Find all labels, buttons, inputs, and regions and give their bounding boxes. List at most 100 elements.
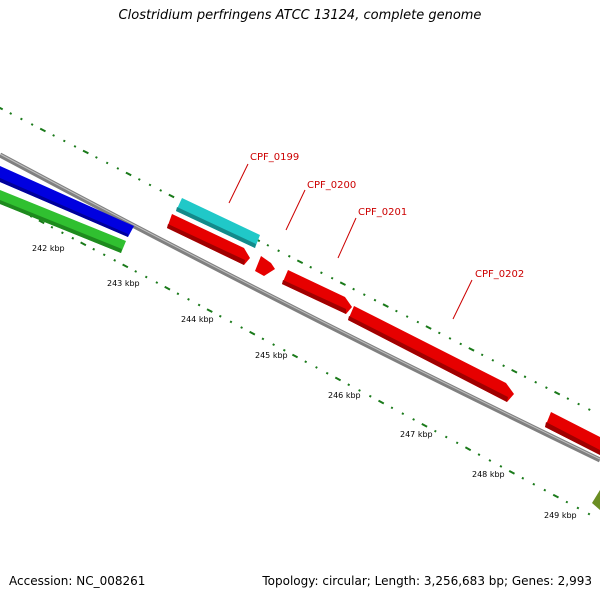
inner-ring-major-tick — [164, 285, 171, 291]
inner-ring-minor-tick — [134, 270, 138, 273]
tick-label-249: 249 kbp — [544, 511, 577, 520]
outer-ring-minor-tick — [362, 293, 366, 296]
outer-tick-ring — [0, 106, 591, 411]
leader-cpf-0202 — [452, 279, 473, 320]
inner-ring-minor-tick — [176, 292, 180, 296]
inner-ring-minor-tick — [229, 320, 233, 324]
outer-ring-major-tick — [0, 106, 4, 111]
green-track — [0, 190, 126, 253]
outer-ring-minor-tick — [373, 298, 377, 302]
inner-ring-minor-tick — [261, 337, 265, 341]
accession-text: Accession: NC_008261 — [9, 574, 146, 588]
outer-ring-minor-tick — [20, 117, 23, 121]
genome-summary-text: Topology: circular; Length: 3,256,683 bp… — [262, 574, 592, 588]
outer-ring-major-tick — [168, 193, 175, 199]
inner-ring-minor-tick — [412, 418, 415, 421]
outer-ring-minor-tick — [459, 342, 463, 346]
green-track-shade — [0, 200, 122, 253]
inner-ring-minor-tick — [304, 360, 308, 364]
gene-cpf-0199-shade — [176, 207, 256, 248]
inner-ring-minor-tick — [488, 459, 492, 462]
outer-ring-minor-tick — [405, 315, 409, 318]
outer-ring-minor-tick — [395, 309, 398, 313]
inner-ring-minor-tick — [240, 326, 243, 329]
inner-ring-minor-tick — [499, 465, 503, 468]
tick-label-244: 244 kbp — [181, 315, 214, 324]
outer-ring-minor-tick — [502, 364, 505, 368]
inner-ring-minor-tick — [315, 366, 318, 369]
outer-ring-minor-tick — [309, 265, 313, 269]
outer-ring-minor-tick — [587, 408, 591, 411]
outer-ring-minor-tick — [137, 178, 141, 181]
outer-ring-major-tick — [382, 303, 389, 308]
outer-ring-minor-tick — [545, 386, 548, 389]
gene-right-edge-shade — [545, 422, 600, 455]
inner-ring-minor-tick — [434, 429, 437, 433]
olive-feature — [592, 490, 600, 510]
inner-ring-major-tick — [508, 470, 515, 475]
outer-ring-major-tick — [511, 369, 518, 374]
gene-label-cpf-0202: CPF_0202 — [475, 269, 524, 280]
inner-ring-minor-tick — [144, 275, 148, 279]
outer-ring-minor-tick — [105, 161, 109, 165]
inner-ring-major-tick — [334, 376, 342, 382]
outer-ring-minor-tick — [534, 380, 538, 384]
outer-ring-major-tick — [554, 390, 561, 396]
outer-ring-minor-tick — [448, 337, 452, 340]
outer-ring-major-tick — [425, 325, 432, 330]
inner-ring-minor-tick — [576, 506, 580, 510]
outer-ring-minor-tick — [9, 112, 13, 115]
outer-ring-minor-tick — [62, 139, 66, 143]
outer-ring-minor-tick — [30, 123, 34, 126]
tick-label-245: 245 kbp — [255, 351, 288, 360]
outer-ring-minor-tick — [277, 249, 280, 253]
leader-cpf-0200 — [285, 189, 306, 231]
outer-ring-minor-tick — [491, 359, 495, 362]
inner-ring-minor-tick — [325, 371, 329, 375]
inner-ring-minor-tick — [187, 298, 190, 301]
gene-cpf-0200 — [167, 214, 250, 265]
outer-ring-major-tick — [296, 259, 304, 264]
inner-ring-major-tick — [552, 493, 559, 499]
blue-track-shade — [0, 178, 128, 237]
inner-ring-minor-tick — [477, 453, 481, 456]
inner-ring-minor-tick — [444, 435, 448, 439]
gene-cpf-0200b — [255, 256, 275, 276]
inner-ring-minor-tick — [358, 389, 361, 392]
outer-ring-major-tick — [339, 281, 346, 286]
inner-ring-major-tick — [378, 399, 385, 405]
inner-ring-major-tick — [249, 330, 256, 336]
inner-ring-minor-tick — [521, 476, 525, 480]
inner-ring-minor-tick — [272, 343, 275, 346]
inner-ring-minor-tick — [401, 412, 405, 415]
outer-ring-minor-tick — [266, 243, 270, 247]
tick-label-248: 248 kbp — [472, 470, 505, 479]
inner-tick-ring — [0, 198, 591, 516]
outer-ring-minor-tick — [577, 402, 580, 406]
inner-ring-major-tick — [122, 263, 129, 269]
outer-ring-minor-tick — [352, 287, 355, 291]
inner-ring-minor-tick — [61, 231, 64, 235]
inner-ring-minor-tick — [455, 441, 459, 445]
map-title: Clostridium perfringens ATCC 13124, comp… — [118, 8, 482, 23]
inner-ring-minor-tick — [218, 314, 222, 318]
inner-ring-minor-tick — [587, 512, 591, 516]
inner-ring-minor-tick — [532, 482, 536, 486]
outer-ring-minor-tick — [437, 331, 441, 335]
outer-ring-minor-tick — [52, 134, 55, 137]
outer-ring-minor-tick — [523, 375, 527, 379]
inner-ring-major-tick — [464, 446, 472, 452]
inner-ring-major-tick — [206, 308, 213, 313]
blue-track — [0, 166, 134, 237]
outer-ring-major-tick — [125, 171, 132, 177]
inner-ring-minor-tick — [50, 225, 54, 229]
inner-ring-major-tick — [291, 353, 299, 359]
inner-ring-minor-tick — [543, 488, 547, 492]
outer-ring-minor-tick — [330, 276, 334, 280]
inner-ring-major-tick — [421, 423, 428, 428]
inner-ring-minor-tick — [155, 281, 159, 284]
outer-ring-major-tick — [468, 347, 475, 352]
gene-label-cpf-0199: CPF_0199 — [250, 152, 299, 163]
inner-ring-major-tick — [38, 219, 45, 225]
